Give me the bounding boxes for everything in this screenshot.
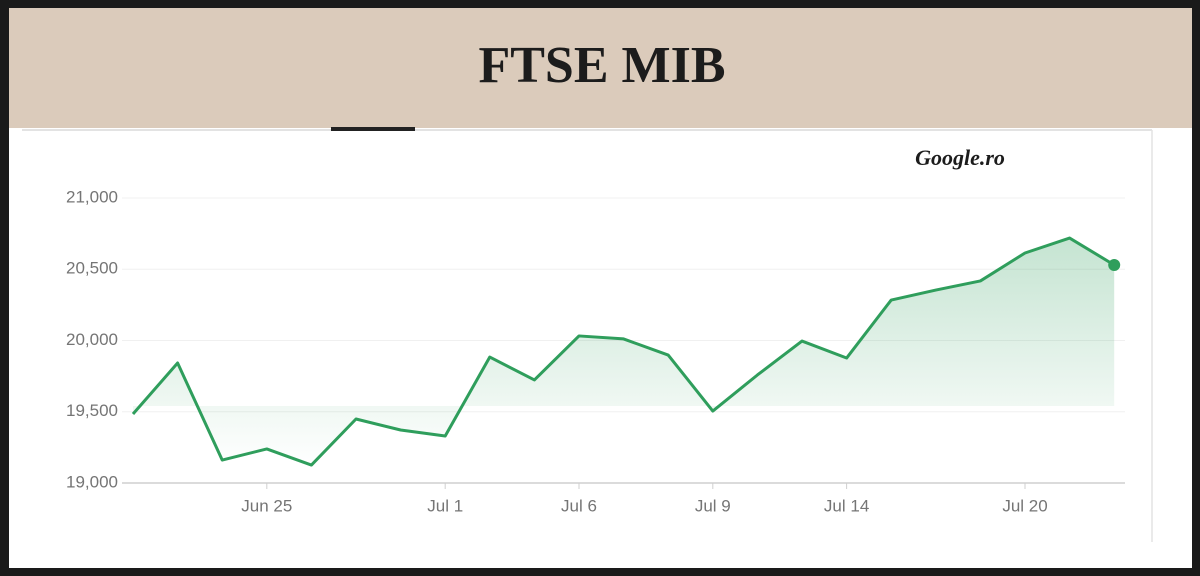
plot: 19,000 19,500 20,000 20,500 21,000 Jun 25 Jul …	[66, 187, 1125, 515]
y-tick-label: 20,000	[66, 330, 118, 349]
x-tick-label: Jul 1	[427, 496, 463, 515]
y-tick-label: 21,000	[66, 187, 118, 206]
chart-title: FTSE MIB	[478, 37, 725, 94]
tab-indicator	[331, 127, 415, 131]
area	[133, 238, 1115, 466]
x-tick-label: Jul 20	[1002, 496, 1047, 515]
header-band	[9, 8, 1192, 128]
end-point	[1108, 258, 1121, 271]
x-tick-label: Jul 9	[695, 496, 731, 515]
x-tick-label: Jul 6	[561, 496, 597, 515]
x-tick-label: Jul 14	[824, 496, 869, 515]
source-label: Google.ro	[915, 145, 1005, 170]
x-tick-label: Jun 25	[241, 496, 292, 515]
line	[131, 236, 1115, 467]
y-tick-label: 19,000	[66, 472, 118, 491]
y-tick-label: 19,500	[66, 401, 118, 420]
y-tick-label: 20,500	[66, 259, 118, 278]
